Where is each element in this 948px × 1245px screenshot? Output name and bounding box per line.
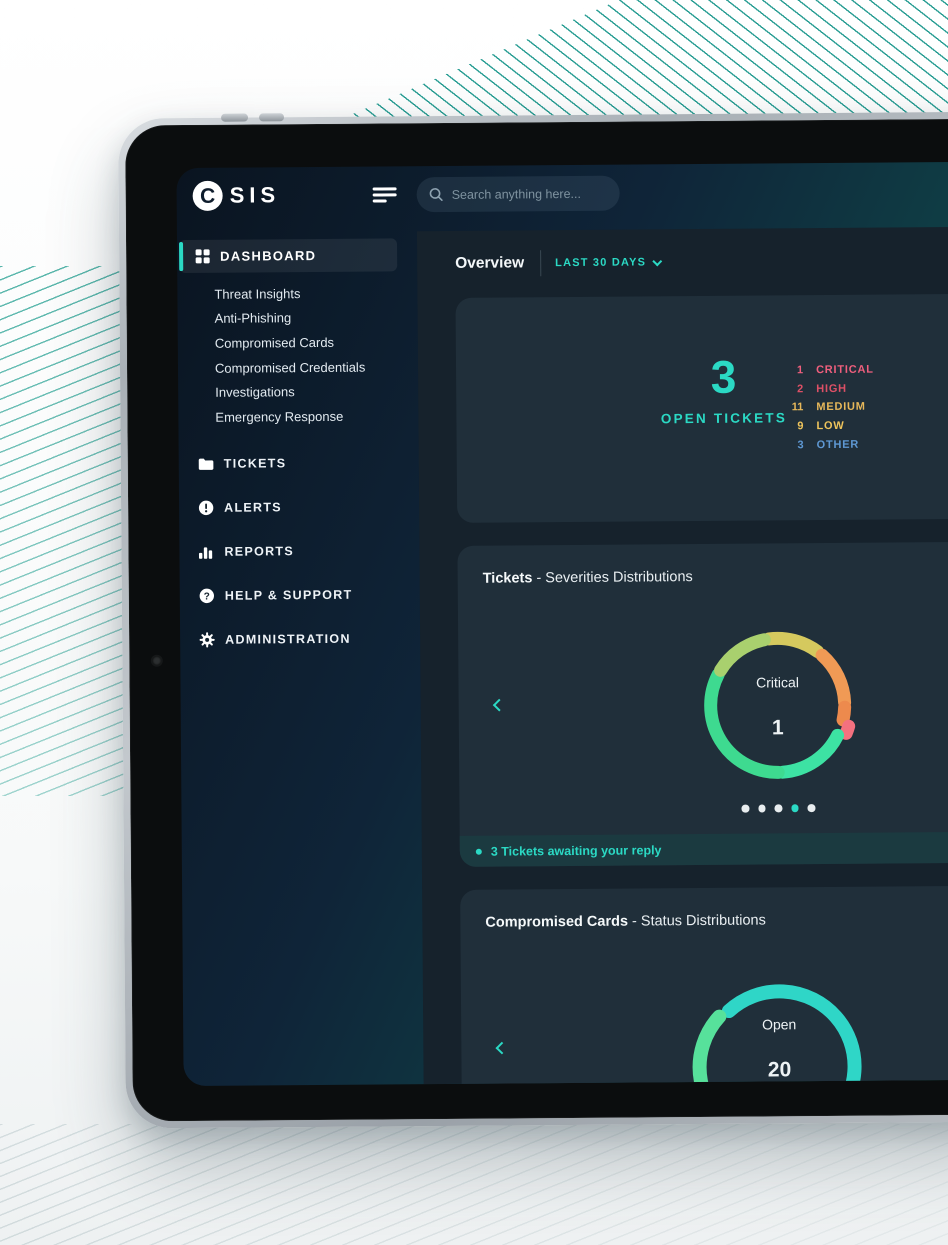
legend-label: CRITICAL xyxy=(815,363,874,377)
carousel-dot[interactable] xyxy=(741,804,750,813)
sidebar-item-label: TICKETS xyxy=(223,456,287,471)
legend-row-critical: 1 CRITICAL xyxy=(769,361,874,380)
chevron-left-icon xyxy=(495,1041,509,1055)
sidebar-item-label: ADMINISTRATION xyxy=(225,631,351,647)
search-input[interactable] xyxy=(451,186,602,202)
sidebar-item-reports[interactable]: REPORTS xyxy=(197,529,352,574)
card-title: Tickets - Severities Distributions xyxy=(483,569,693,587)
legend-row-medium: 11 MEDIUM xyxy=(769,398,874,417)
legend-count: 9 xyxy=(797,420,804,433)
legend-count: 3 xyxy=(797,438,804,451)
donut-center-value: 1 xyxy=(771,716,784,740)
sidebar-item-help-support[interactable]: ? HELP & SUPPORT xyxy=(198,573,353,618)
status-donut-chart xyxy=(692,984,862,1087)
chevron-down-icon xyxy=(652,255,663,266)
divider xyxy=(540,250,542,277)
sidebar-item-alerts[interactable]: ALERTS xyxy=(197,485,352,530)
decorative-lines-bottom xyxy=(0,1124,948,1245)
sidebar-item-label: DASHBOARD xyxy=(220,247,317,264)
carousel-dot[interactable] xyxy=(758,804,766,813)
sidebar-item-compromised-cards[interactable]: Compromised Cards xyxy=(214,334,335,351)
sidebar-sections: TICKETS ALERTS xyxy=(197,441,353,662)
sidebar-item-label: ALERTS xyxy=(224,500,282,515)
main-content-panel: Overview LAST 30 DAYS 3 OPEN TICKETS 1 C… xyxy=(416,226,948,1087)
date-range-label: LAST 30 DAYS xyxy=(555,256,647,270)
svg-text:?: ? xyxy=(203,591,209,602)
help-icon: ? xyxy=(198,588,215,604)
legend-count: 2 xyxy=(797,383,804,396)
front-camera xyxy=(152,656,162,666)
gear-icon xyxy=(198,632,215,648)
active-indicator xyxy=(179,242,183,272)
sidebar-item-tickets[interactable]: TICKETS xyxy=(197,441,352,486)
donut-center-label: Open xyxy=(761,1016,797,1033)
card-title-bold: Compromised Cards xyxy=(485,913,629,931)
card-title-bold: Tickets xyxy=(482,570,533,587)
carousel-dot[interactable] xyxy=(791,804,799,812)
carousel-prev-button[interactable] xyxy=(492,698,508,714)
date-range-dropdown[interactable]: LAST 30 DAYS xyxy=(555,255,663,270)
tickets-awaiting-banner[interactable]: 3 Tickets awaiting your reply xyxy=(459,830,948,867)
open-tickets-card: 3 OPEN TICKETS 1 CRITICAL 2 HIGH 11 MEDI… xyxy=(455,293,948,523)
card-title: Compromised Cards - Status Distributions xyxy=(485,912,766,930)
legend-row-low: 9 LOW xyxy=(769,416,874,435)
search-icon xyxy=(429,188,443,202)
legend-count: 1 xyxy=(796,364,804,377)
sidebar-item-label: REPORTS xyxy=(224,544,295,559)
volume-button xyxy=(221,113,249,122)
legend-count: 11 xyxy=(791,401,804,414)
legend-label: OTHER xyxy=(816,438,860,451)
compromised-cards-status-card: Compromised Cards - Status Distributions… xyxy=(460,884,948,1087)
sidebar-item-emergency-response[interactable]: Emergency Response xyxy=(215,408,344,425)
bar-chart-icon xyxy=(197,545,214,559)
sidebar-item-anti-phishing[interactable]: Anti-Phishing xyxy=(214,310,292,327)
sidebar-item-label: HELP & SUPPORT xyxy=(224,587,353,603)
sidebar-item-investigations[interactable]: Investigations xyxy=(215,384,295,400)
bullet-icon xyxy=(475,848,482,855)
search-bar[interactable] xyxy=(416,175,620,213)
tablet-device: C SIS DASHBOARD xyxy=(118,111,948,1129)
legend-row-high: 2 HIGH xyxy=(769,379,874,398)
severity-legend: 1 CRITICAL 2 HIGH 11 MEDIUM 9 LOW xyxy=(769,361,874,455)
banner-text: 3 Tickets awaiting your reply xyxy=(490,842,662,859)
carousel-prev-button[interactable] xyxy=(494,1040,510,1056)
folder-icon xyxy=(197,457,214,471)
alert-icon xyxy=(197,500,214,516)
sidebar-item-dashboard[interactable]: DASHBOARD xyxy=(179,238,398,274)
card-title-rest: - Severities Distributions xyxy=(532,569,693,587)
card-title-rest: - Status Distributions xyxy=(627,912,766,930)
severity-donut-chart xyxy=(704,631,856,779)
legend-row-other: 3 OTHER xyxy=(770,435,875,454)
csis-logo: C SIS xyxy=(192,180,281,211)
decorative-lines-top-right xyxy=(334,0,948,122)
sidebar-item-threat-insights[interactable]: Threat Insights xyxy=(214,285,301,302)
chevron-left-icon xyxy=(492,698,506,712)
carousel-dot[interactable] xyxy=(774,804,783,812)
carousel-dots xyxy=(678,804,878,813)
ticket-severities-card: Tickets - Severities Distributions Criti… xyxy=(457,540,948,867)
app-screen: C SIS DASHBOARD xyxy=(176,161,948,1087)
donut-center-label: Critical xyxy=(756,674,799,691)
dashboard-submenu: Threat Insights Anti-Phishing Compromise… xyxy=(214,281,365,430)
legend-label: LOW xyxy=(816,419,845,433)
overview-header: Overview LAST 30 DAYS xyxy=(455,245,663,281)
logo-c-icon: C xyxy=(192,180,223,211)
sidebar-item-compromised-credentials[interactable]: Compromised Credentials xyxy=(214,359,366,376)
donut-center-value: 20 xyxy=(767,1058,792,1082)
decorative-lines-left xyxy=(0,266,128,796)
legend-label: HIGH xyxy=(816,382,847,395)
logo-text: SIS xyxy=(229,182,281,208)
volume-button xyxy=(259,113,285,122)
carousel-dot[interactable] xyxy=(807,804,816,812)
legend-label: MEDIUM xyxy=(816,401,866,414)
sidebar-item-administration[interactable]: ADMINISTRATION xyxy=(198,617,353,662)
menu-toggle-icon[interactable] xyxy=(372,187,397,203)
dashboard-grid-icon xyxy=(195,249,210,264)
page-title: Overview xyxy=(455,254,525,272)
